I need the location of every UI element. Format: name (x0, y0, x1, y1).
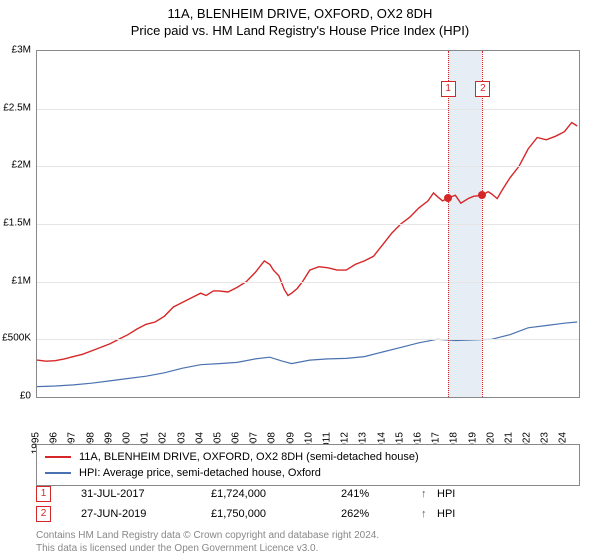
marker-vline (482, 51, 483, 397)
legend-swatch (45, 456, 71, 458)
gridline (37, 339, 579, 340)
marker-dot (444, 194, 452, 202)
footer: Contains HM Land Registry data © Crown c… (36, 530, 580, 555)
series-property (37, 123, 577, 362)
sales-row: 2 27-JUN-2019 £1,750,000 262% ↑ HPI (36, 504, 580, 524)
marker-num-box: 2 (475, 81, 490, 97)
sales-row: 1 31-JUL-2017 £1,724,000 241% ↑ HPI (36, 484, 580, 504)
gridline (37, 166, 579, 167)
sale-hpi-label: HPI (437, 488, 455, 500)
y-tick-label: £3M (12, 45, 31, 56)
sale-price: £1,750,000 (211, 508, 341, 520)
legend-label: 11A, BLENHEIM DRIVE, OXFORD, OX2 8DH (se… (79, 451, 419, 463)
sale-pct: 241% (341, 488, 421, 500)
sales-table: 1 31-JUL-2017 £1,724,000 241% ↑ HPI 2 27… (36, 484, 580, 524)
gridline (37, 109, 579, 110)
y-axis: £0£500K£1M£1.5M£2M£2.5M£3M (0, 48, 33, 396)
x-axis: 1995199619971998199920002001200220032004… (36, 400, 580, 442)
y-tick-label: £0 (20, 391, 31, 402)
marker-num-box: 1 (441, 81, 456, 97)
sale-num-box: 1 (36, 486, 51, 502)
marker-vline (448, 51, 449, 397)
footer-line: This data is licensed under the Open Gov… (36, 543, 580, 556)
y-tick-label: £2.5M (3, 102, 31, 113)
legend-label: HPI: Average price, semi-detached house,… (79, 467, 321, 479)
title-block: 11A, BLENHEIM DRIVE, OXFORD, OX2 8DH Pri… (0, 0, 600, 38)
legend-swatch (45, 472, 71, 474)
sale-num-box: 2 (36, 506, 51, 522)
sale-date: 27-JUN-2019 (81, 508, 211, 520)
footer-line: Contains HM Land Registry data © Crown c… (36, 530, 580, 543)
page-title: 11A, BLENHEIM DRIVE, OXFORD, OX2 8DH (0, 6, 600, 21)
page-subtitle: Price paid vs. HM Land Registry's House … (0, 23, 600, 38)
y-tick-label: £1M (12, 275, 31, 286)
up-arrow-icon: ↑ (421, 488, 437, 500)
y-tick-label: £500K (2, 333, 31, 344)
gridline (37, 224, 579, 225)
sale-price: £1,724,000 (211, 488, 341, 500)
price-chart: 12 (36, 50, 580, 398)
gridline (37, 282, 579, 283)
y-tick-label: £1.5M (3, 218, 31, 229)
up-arrow-icon: ↑ (421, 508, 437, 520)
y-tick-label: £2M (12, 160, 31, 171)
sale-hpi-label: HPI (437, 508, 455, 520)
sale-date: 31-JUL-2017 (81, 488, 211, 500)
legend-item-property: 11A, BLENHEIM DRIVE, OXFORD, OX2 8DH (se… (45, 449, 571, 465)
sale-pct: 262% (341, 508, 421, 520)
series-hpi (37, 322, 577, 387)
legend-item-hpi: HPI: Average price, semi-detached house,… (45, 465, 571, 481)
legend: 11A, BLENHEIM DRIVE, OXFORD, OX2 8DH (se… (36, 444, 580, 486)
marker-dot (478, 191, 486, 199)
